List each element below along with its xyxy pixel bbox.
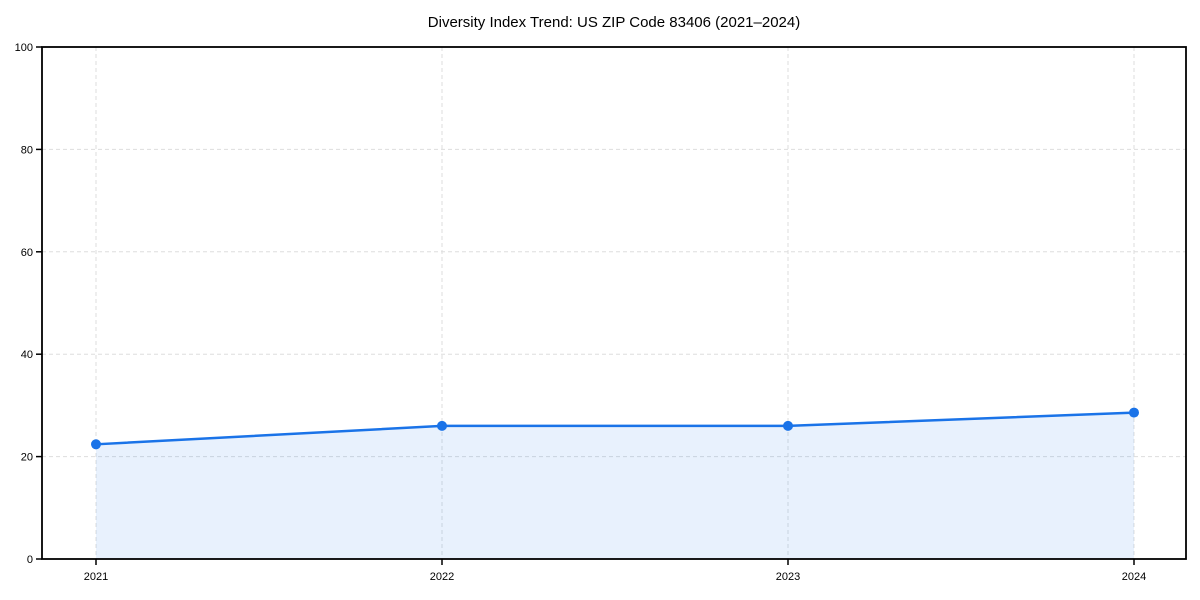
y-tick-label-20: 20 [21, 452, 33, 464]
data-point-2022 [437, 420, 447, 431]
area-fill [96, 412, 1134, 559]
data-point-2024 [1129, 407, 1139, 418]
x-tick-label-2021: 2021 [84, 571, 108, 583]
grid-layer [42, 47, 1186, 559]
y-tick-label-100: 100 [15, 42, 33, 54]
frame-layer [41, 46, 1187, 560]
tick-layer: 0 20 40 60 80 100 2021 2022 2023 2024 [15, 42, 1147, 583]
area-layer [96, 412, 1134, 559]
y-tick-label-40: 40 [21, 349, 33, 361]
y-tick-label-80: 80 [21, 144, 33, 156]
y-tick-label-60: 60 [21, 247, 33, 259]
trend-line [94, 411, 1136, 446]
x-tick-label-2023: 2023 [776, 571, 800, 583]
marker-layer [91, 407, 1139, 450]
data-point-2021 [91, 439, 101, 450]
line-layer [94, 411, 1136, 446]
data-point-2023 [783, 420, 793, 431]
x-tick-label-2022: 2022 [430, 571, 454, 583]
y-tick-label-0: 0 [27, 554, 33, 566]
chart-title: Diversity Index Trend: US ZIP Code 83406… [428, 14, 800, 31]
plot-frame [41, 46, 1187, 560]
x-tick-label-2024: 2024 [1122, 571, 1146, 583]
